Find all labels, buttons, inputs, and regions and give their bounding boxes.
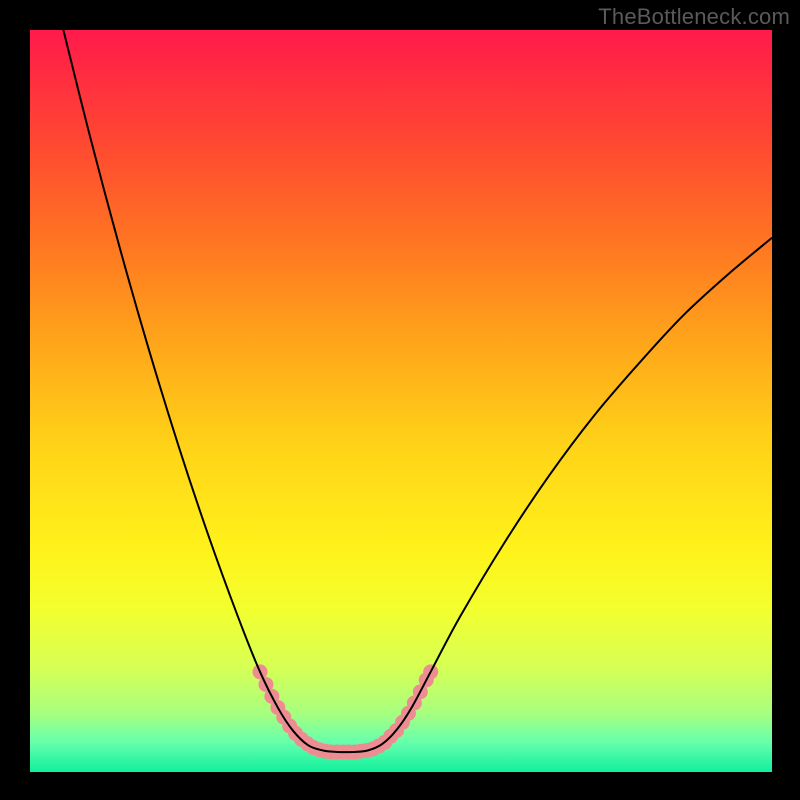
curve-layer bbox=[0, 0, 800, 800]
chart-frame: TheBottleneck.com bbox=[0, 0, 800, 800]
bottleneck-curve-path bbox=[63, 30, 772, 752]
watermark-text: TheBottleneck.com bbox=[598, 4, 790, 30]
